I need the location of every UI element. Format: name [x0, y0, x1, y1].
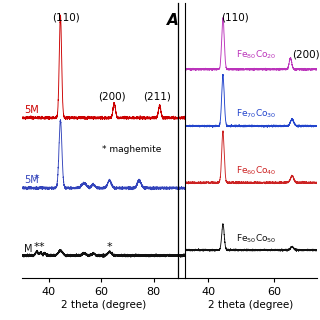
X-axis label: 2 theta (degree): 2 theta (degree)	[61, 300, 146, 310]
Text: $\mathregular{Fe_{60}Co_{40}}$: $\mathregular{Fe_{60}Co_{40}}$	[236, 165, 277, 177]
Text: $\mathregular{Fe_{70}Co_{30}}$: $\mathregular{Fe_{70}Co_{30}}$	[236, 107, 277, 120]
Text: A: A	[167, 13, 179, 28]
Text: (211): (211)	[144, 92, 172, 102]
Text: $\mathregular{Fe_{80}Co_{20}}$: $\mathregular{Fe_{80}Co_{20}}$	[236, 49, 277, 61]
Text: (110): (110)	[52, 13, 80, 23]
Text: (200): (200)	[98, 92, 125, 102]
X-axis label: 2 theta (degree): 2 theta (degree)	[208, 300, 293, 310]
Text: *: *	[33, 174, 39, 184]
Text: *: *	[33, 242, 39, 252]
Text: * maghemite: * maghemite	[102, 145, 162, 154]
Text: M: M	[24, 244, 32, 254]
Text: (200): (200)	[292, 50, 320, 60]
Text: (110): (110)	[221, 13, 248, 23]
Text: *: *	[106, 242, 112, 252]
Text: *: *	[38, 242, 44, 252]
Text: $\mathregular{Fe_{50}Co_{50}}$: $\mathregular{Fe_{50}Co_{50}}$	[236, 232, 277, 245]
Text: 5M: 5M	[24, 105, 38, 115]
Text: 5M: 5M	[24, 175, 38, 185]
